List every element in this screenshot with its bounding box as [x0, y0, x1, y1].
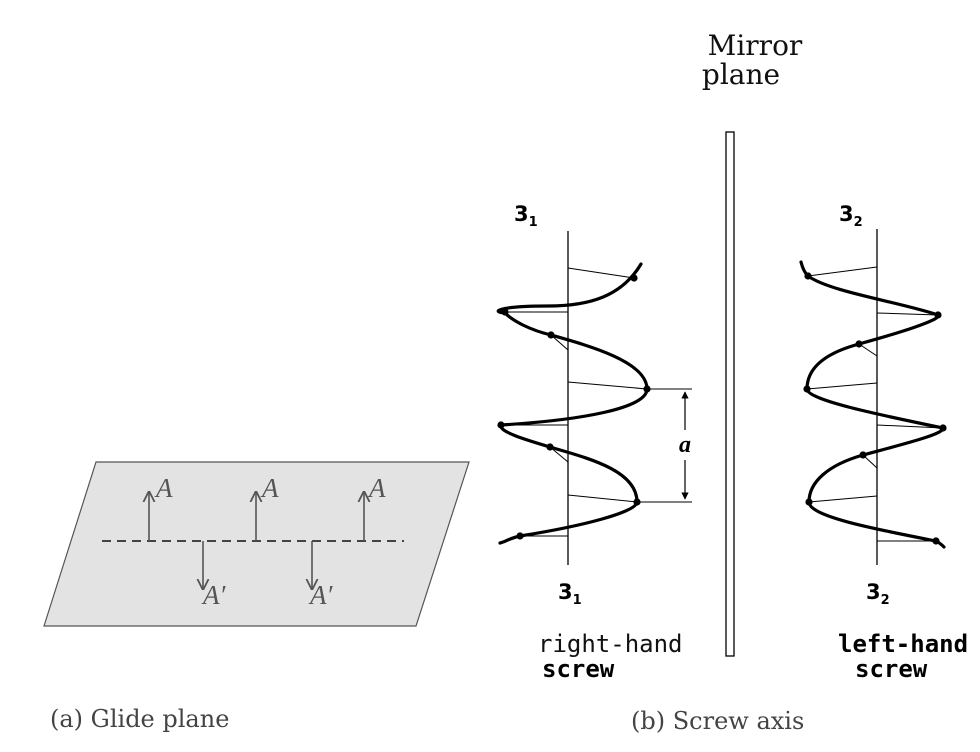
label-a: A [367, 473, 386, 503]
right-hand-label-line1: right-hand [538, 630, 683, 658]
left-hand-screw: 32 32 [799, 202, 968, 683]
glide-arrow-up-2: A [256, 473, 279, 541]
caption-glide-plane: (a) Glide plane [50, 705, 229, 733]
helix-points [803, 272, 947, 545]
rung-lines [501, 267, 648, 537]
helix-curve [496, 262, 649, 545]
helix-points [497, 274, 651, 540]
axis-label-bottom-3-1: 31 [558, 580, 582, 608]
label-a-prime: A′ [308, 580, 333, 610]
mirror-plane [725, 131, 735, 657]
caption-screw-axis: (b) Screw axis [631, 707, 804, 735]
period-label: a [679, 432, 691, 458]
glide-arrow-down-1: A′ [201, 541, 226, 610]
glide-arrow-up-3: A [364, 473, 386, 541]
glide-plane [43, 461, 470, 627]
label-a: A [154, 473, 173, 503]
helix-curve [799, 260, 946, 549]
glide-arrow-down-2: A′ [308, 541, 333, 610]
right-hand-screw: 31 [496, 202, 692, 683]
axis-label-bottom-3-2: 32 [866, 580, 890, 608]
rung-lines [806, 266, 944, 542]
glide-arrow-up-1: A [149, 473, 173, 541]
mirror-plane-title-line1: Mirror [708, 29, 803, 62]
glide-plane-panel: A A A A′ A′ (a) Glide plane [43, 461, 470, 733]
screw-axis-panel: Mirror plane 31 [496, 29, 968, 735]
axis-label-top-3-1: 31 [514, 202, 538, 230]
right-hand-label-line2: screw [542, 655, 615, 683]
label-a-prime: A′ [201, 580, 226, 610]
axis-label-top-3-2: 32 [839, 202, 863, 230]
period-marker: a [637, 388, 692, 503]
mirror-plane-title-line2: plane [702, 58, 780, 91]
label-a: A [260, 473, 279, 503]
left-hand-label-line1: left-hand [838, 630, 968, 658]
left-hand-label-line2: screw [855, 655, 928, 683]
